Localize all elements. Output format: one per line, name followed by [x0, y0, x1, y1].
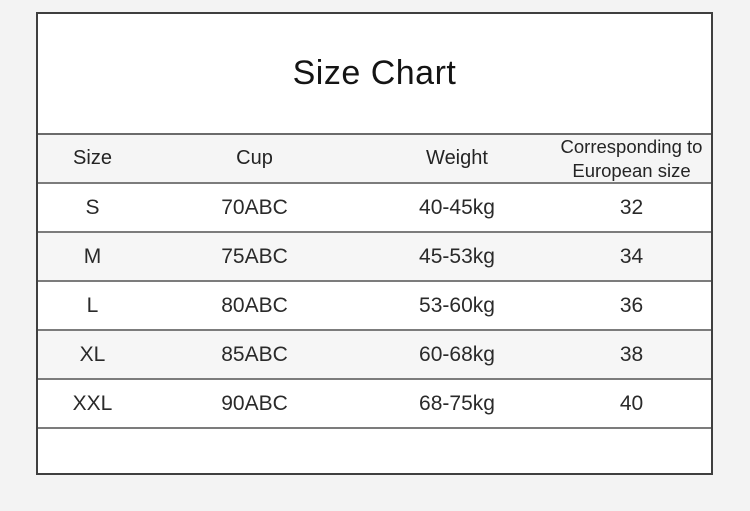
cell-weight: 45-53kg: [419, 244, 495, 268]
cell-cup: 80ABC: [221, 293, 288, 317]
header-cell-european-size: Corresponding to European size: [560, 136, 703, 181]
size-chart-card: Size Chart Size Cup Weight Corresponding…: [36, 12, 713, 475]
cell-size: XXL: [72, 391, 113, 415]
cell-weight: 40-45kg: [419, 195, 495, 219]
table-row-l: L 80ABC 53-60kg 36: [38, 282, 711, 331]
cell-size: XL: [79, 342, 106, 366]
title-band: Size Chart: [38, 14, 711, 135]
table-row-s: S 70ABC 40-45kg 32: [38, 184, 711, 233]
table-row-empty: [38, 429, 711, 473]
cell-weight: 53-60kg: [419, 293, 495, 317]
table-row-xl: XL 85ABC 60-68kg 38: [38, 331, 711, 380]
cell-size: L: [86, 293, 99, 317]
chart-title: Size Chart: [292, 54, 457, 92]
cell-cup: 70ABC: [221, 195, 288, 219]
cell-size: M: [83, 244, 102, 268]
cell-size: S: [85, 195, 100, 219]
cell-european-size: 40: [619, 391, 644, 415]
header-cell-size: Size: [73, 147, 112, 169]
cell-european-size: 34: [619, 244, 644, 268]
cell-cup: 85ABC: [221, 342, 288, 366]
cell-cup: 75ABC: [221, 244, 288, 268]
cell-european-size: 32: [619, 195, 644, 219]
header-cell-cup: Cup: [236, 147, 273, 169]
cell-weight: 68-75kg: [419, 391, 495, 415]
table-row-xxl: XXL 90ABC 68-75kg 40: [38, 380, 711, 429]
cell-cup: 90ABC: [221, 391, 288, 415]
table-header-row: Size Cup Weight Corresponding to Europea…: [38, 135, 711, 184]
cell-weight: 60-68kg: [419, 342, 495, 366]
cell-european-size: 38: [619, 342, 644, 366]
table-row-m: M 75ABC 45-53kg 34: [38, 233, 711, 282]
cell-european-size: 36: [619, 293, 644, 317]
header-cell-weight: Weight: [426, 147, 488, 169]
